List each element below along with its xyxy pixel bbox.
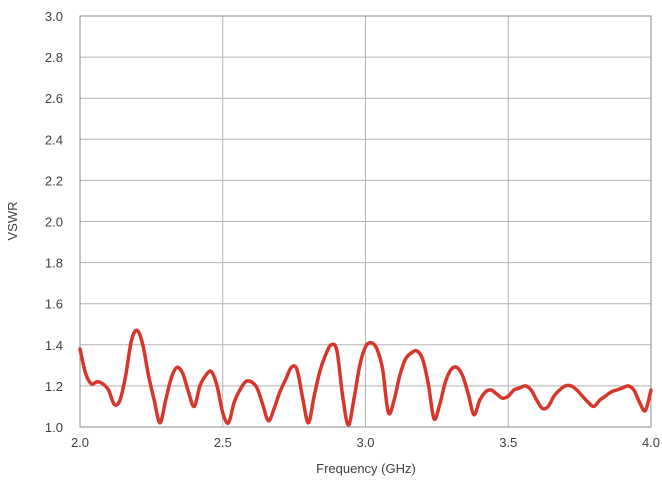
series-layer: [78, 328, 653, 427]
y-axis-title: VSWR: [5, 202, 20, 241]
grid: [80, 16, 651, 427]
y-tick-label: 2.2: [45, 173, 63, 188]
x-tick-label: 4.0: [642, 435, 660, 450]
y-tick-label: 2.8: [45, 50, 63, 65]
x-tick-label: 2.5: [214, 435, 232, 450]
y-tick-label: 2.6: [45, 91, 63, 106]
y-tick-label: 1.6: [45, 297, 63, 312]
y-tick-label: 2.0: [45, 215, 63, 230]
x-axis-title: Frequency (GHz): [316, 461, 416, 476]
x-tick-label: 3.5: [499, 435, 517, 450]
y-tick-label: 2.4: [45, 132, 63, 147]
y-tick-label: 3.0: [45, 9, 63, 24]
y-tick-label: 1.8: [45, 256, 63, 271]
x-tick-label: 3.0: [356, 435, 374, 450]
y-tick-label: 1.0: [45, 420, 63, 435]
y-tick-label: 1.2: [45, 379, 63, 394]
y-tick-label: 1.4: [45, 338, 63, 353]
x-tick-label: 2.0: [71, 435, 89, 450]
plot-area: [79, 15, 652, 428]
vswr-series-line: [78, 328, 653, 427]
tick-labels: 1.0 1.2 1.4 1.6 1.8 2.0 2.2 2.4 2.6 2.8 3.0 2.0 2.5 3…: [45, 9, 660, 450]
